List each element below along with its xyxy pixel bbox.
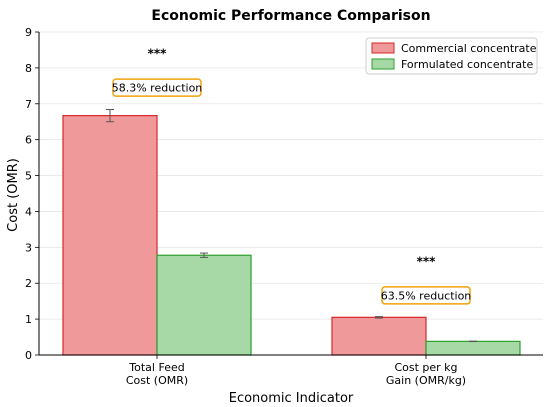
reduction-callout: 63.5% reduction — [381, 289, 472, 302]
legend: Commercial concentrate Formulated concent… — [365, 37, 538, 75]
legend-label: Commercial concentrate — [401, 42, 537, 55]
x-axis-label: Economic Indicator — [229, 391, 354, 406]
y-tick-label: 9 — [25, 26, 32, 39]
y-tick-label: 2 — [25, 277, 32, 290]
bar — [425, 340, 521, 356]
axes: 0 1 2 3 4 5 6 7 8 9 Total Feed Cost (OMR) Cost per k… — [25, 26, 543, 387]
reduction-callout: 58.3% reduction — [112, 82, 203, 95]
legend-swatch — [371, 58, 395, 70]
x-tick-label: Cost per kg Gain (OMR/kg) — [386, 361, 466, 387]
chart-title: Economic Performance Comparison — [151, 8, 430, 24]
y-tick-label: 0 — [25, 349, 32, 362]
y-tick-label: 1 — [25, 313, 32, 326]
y-tick-label: 5 — [25, 170, 32, 183]
legend-swatch — [371, 42, 395, 54]
y-tick-label: 4 — [25, 205, 32, 218]
legend-box — [365, 37, 538, 75]
error-bars — [106, 109, 477, 343]
bar — [62, 115, 158, 356]
y-tick-label: 7 — [25, 98, 32, 111]
y-axis-label: Cost (OMR) — [6, 158, 21, 232]
y-tick-label: 8 — [25, 62, 32, 75]
annotations: *** 58.3% reduction *** 63.5% reduction — [112, 47, 472, 305]
x-tick-label: Total Feed Cost (OMR) — [126, 361, 188, 387]
legend-label: Formulated concentrate — [401, 58, 533, 71]
bar — [331, 316, 427, 356]
reduction-callout-box — [112, 78, 202, 97]
bar — [156, 254, 252, 356]
reduction-callout-box — [381, 286, 471, 305]
significance-label: *** — [417, 255, 437, 269]
significance-label: *** — [148, 47, 168, 61]
y-tick-label: 6 — [25, 134, 32, 147]
y-tick-label: 3 — [25, 241, 32, 254]
